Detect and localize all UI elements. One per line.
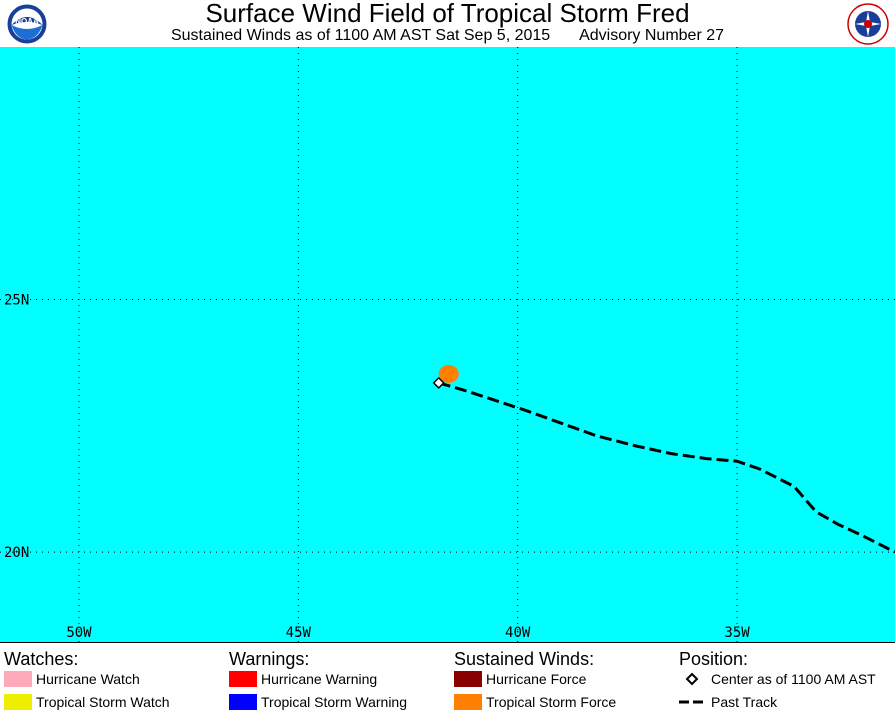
lon-label: 35W <box>724 625 750 641</box>
lon-label: 40W <box>505 625 531 641</box>
advisory-time: Sustained Winds as of 1100 AM AST Sat Se… <box>170 27 551 44</box>
lat-label: 20N <box>4 545 29 561</box>
svg-text:NOAA: NOAA <box>15 17 39 26</box>
hurricane-force-label: Hurricane Force <box>486 671 587 687</box>
page-title: Surface Wind Field of Tropical Storm Fre… <box>205 0 690 28</box>
past-track-line <box>438 381 895 554</box>
watches-heading: Watches: <box>4 649 79 669</box>
hurricane-force-swatch <box>454 671 482 687</box>
tropical-storm-force-label: Tropical Storm Force <box>486 694 617 710</box>
center-label: Center as of 1100 AM AST <box>711 671 876 687</box>
tropical-storm-warning-label: Tropical Storm Warning <box>261 694 408 710</box>
hurricane-watch-swatch <box>4 671 32 687</box>
position-heading: Position: <box>679 649 749 669</box>
page-subtitle: Sustained Winds as of 1100 AM AST Sat Se… <box>0 27 895 45</box>
ocean-area <box>0 47 895 643</box>
wind-field-map: 50W 45W 40W 35W 25N 20N <box>0 47 895 643</box>
tropical-storm-watch-swatch <box>4 694 32 710</box>
tropical-storm-watch-label: Tropical Storm Watch <box>36 694 170 710</box>
legend: Watches: Hurricane Watch Tropical Storm … <box>0 645 895 716</box>
advisory-number: Advisory Number 27 <box>579 27 725 44</box>
lon-label: 45W <box>286 625 312 641</box>
sustained-winds-heading: Sustained Winds: <box>454 649 595 669</box>
hurricane-warning-swatch <box>229 671 257 687</box>
hurricane-watch-label: Hurricane Watch <box>36 671 140 687</box>
storm-center-marker <box>432 376 445 389</box>
dashed-line-icon <box>679 700 707 704</box>
lat-label: 25N <box>4 293 29 309</box>
past-track-label: Past Track <box>711 694 778 710</box>
nws-logo-icon <box>847 3 889 45</box>
header: NOAA Surface Wind Field of Tropical Stor… <box>0 0 895 47</box>
hurricane-warning-label: Hurricane Warning <box>261 671 378 687</box>
tropical-storm-wind-field <box>438 364 459 383</box>
tropical-storm-force-swatch <box>454 694 482 710</box>
tropical-storm-warning-swatch <box>229 694 257 710</box>
noaa-logo-icon: NOAA <box>6 3 48 45</box>
warnings-heading: Warnings: <box>229 649 310 669</box>
lon-label: 50W <box>66 625 92 641</box>
diamond-icon <box>685 672 699 686</box>
